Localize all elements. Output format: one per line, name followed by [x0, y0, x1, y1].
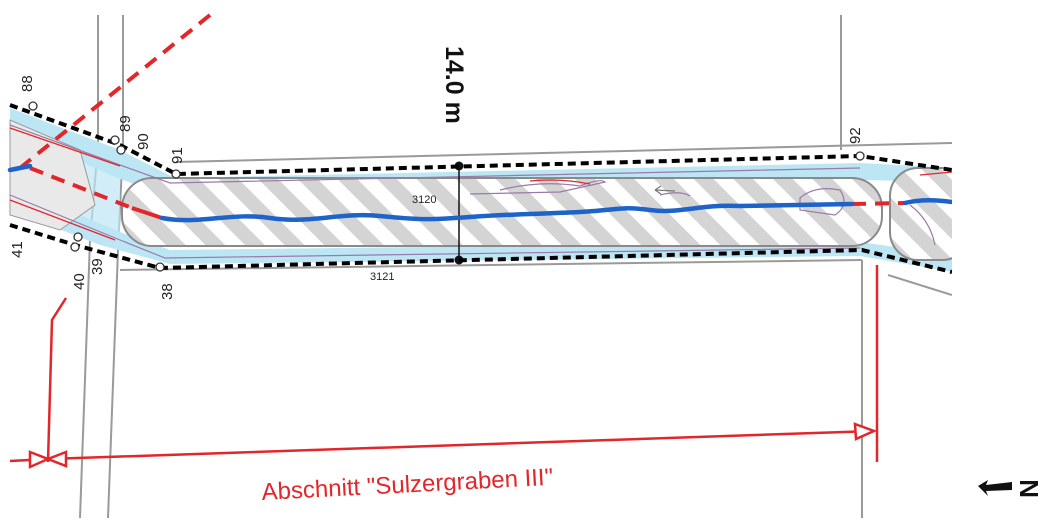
red-dashed-lines	[18, 13, 906, 210]
parcel-detail-lines	[9, 124, 936, 259]
red-detail-lines	[9, 127, 952, 241]
point-label-41: 41	[9, 241, 26, 258]
point-label-40: 40	[71, 273, 88, 290]
watercourse	[7, 163, 952, 223]
flow-arrow	[654, 185, 676, 195]
section-marker	[9, 265, 879, 469]
width-label: 14.0 m	[440, 46, 468, 124]
point-label-88: 88	[19, 75, 36, 92]
point-label-39: 39	[89, 258, 106, 275]
survey-points	[28, 101, 865, 272]
section-label: Abschnitt "Sulzergraben III"	[261, 464, 554, 506]
point-label-90: 90	[135, 133, 152, 150]
road-outlines	[79, 15, 952, 518]
north-arrow-letter: N	[1014, 479, 1044, 498]
parcel-number-lower: 3121	[370, 271, 394, 283]
point-label-92: 92	[847, 127, 864, 144]
parcel-number-upper: 3120	[412, 194, 436, 206]
north-arrow-icon: N	[978, 479, 1044, 498]
point-label-89: 89	[117, 115, 134, 132]
channel-area	[9, 119, 952, 261]
point-label-38: 38	[159, 283, 176, 300]
map-content: 88 89 90 91 92 41 40 39 38 3120 3121 14.…	[7, 13, 952, 518]
red-solid-segment	[131, 206, 163, 220]
point-label-91: 91	[169, 147, 186, 164]
